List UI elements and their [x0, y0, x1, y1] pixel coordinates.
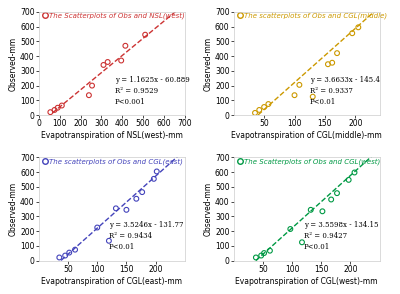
- Text: The Scatterplots of Obs and CGL(west): The Scatterplots of Obs and CGL(west): [244, 158, 380, 165]
- Text: The scatterplots of Obs and CGL(middle): The scatterplots of Obs and CGL(middle): [244, 13, 387, 19]
- Point: [106, 238, 112, 243]
- Text: y = 3.5598x - 134.15
R² = 0.9427
P<0.01: y = 3.5598x - 134.15 R² = 0.9427 P<0.01: [304, 221, 378, 251]
- Point: [252, 111, 258, 115]
- Y-axis label: Observed-mm: Observed-mm: [8, 182, 17, 236]
- Point: [142, 32, 148, 37]
- Point: [133, 196, 140, 201]
- X-axis label: Evapotranspiration of CGL(west)-mm: Evapotranspiration of CGL(west)-mm: [236, 277, 378, 286]
- Point: [89, 83, 95, 88]
- Text: The Scatterplots of Obs and NSL(west): The Scatterplots of Obs and NSL(west): [49, 13, 185, 19]
- Point: [139, 190, 145, 194]
- Point: [334, 51, 340, 56]
- Point: [299, 240, 305, 245]
- Point: [118, 58, 124, 63]
- Point: [308, 208, 314, 212]
- Point: [355, 25, 362, 30]
- Point: [296, 83, 302, 87]
- Point: [51, 108, 58, 112]
- Text: y = 3.6633x - 145.4
R² = 0.9337
P<0.01: y = 3.6633x - 145.4 R² = 0.9337 P<0.01: [310, 76, 380, 106]
- Point: [151, 176, 157, 181]
- Point: [86, 93, 92, 98]
- Point: [329, 60, 335, 65]
- Point: [100, 63, 107, 67]
- Point: [256, 108, 262, 112]
- Point: [113, 206, 119, 211]
- Point: [267, 248, 273, 253]
- Point: [328, 197, 334, 202]
- Point: [349, 31, 356, 36]
- Point: [287, 227, 294, 231]
- X-axis label: Evapotranspiration of CGL(middle)-mm: Evapotranspiration of CGL(middle)-mm: [231, 131, 382, 140]
- Point: [72, 247, 78, 252]
- Point: [104, 60, 111, 64]
- Point: [258, 253, 264, 258]
- Point: [253, 255, 259, 260]
- Y-axis label: Observed-mm: Observed-mm: [203, 36, 212, 91]
- Point: [56, 255, 62, 260]
- Point: [265, 102, 272, 106]
- Point: [59, 103, 65, 108]
- Point: [66, 250, 72, 255]
- Point: [94, 225, 100, 230]
- Point: [47, 110, 54, 114]
- Point: [154, 169, 160, 174]
- Y-axis label: Observed-mm: Observed-mm: [8, 36, 17, 91]
- Point: [261, 105, 267, 109]
- Point: [54, 105, 61, 110]
- Point: [346, 178, 352, 182]
- Text: The scatterplots of Obs and CGL(east): The scatterplots of Obs and CGL(east): [49, 158, 183, 165]
- Y-axis label: Observed-mm: Observed-mm: [203, 182, 212, 236]
- Point: [122, 44, 128, 48]
- X-axis label: Evapotranspiration of CGL(east)-mm: Evapotranspiration of CGL(east)-mm: [41, 277, 182, 286]
- Text: y = 1.1625x - 60.889
R² = 0.9529
P<0.001: y = 1.1625x - 60.889 R² = 0.9529 P<0.001: [115, 76, 190, 106]
- Point: [325, 62, 331, 66]
- Point: [310, 94, 316, 99]
- Point: [351, 170, 358, 175]
- Text: y = 3.5246x - 131.77
R² = 0.9434
P<0.01: y = 3.5246x - 131.77 R² = 0.9434 P<0.01: [109, 221, 184, 251]
- Point: [123, 208, 130, 212]
- Point: [291, 93, 298, 98]
- X-axis label: Evapotranspiration of NSL(west)-mm: Evapotranspiration of NSL(west)-mm: [41, 131, 183, 140]
- Point: [319, 209, 326, 214]
- Point: [261, 251, 267, 255]
- Point: [334, 191, 340, 196]
- Point: [62, 253, 68, 258]
